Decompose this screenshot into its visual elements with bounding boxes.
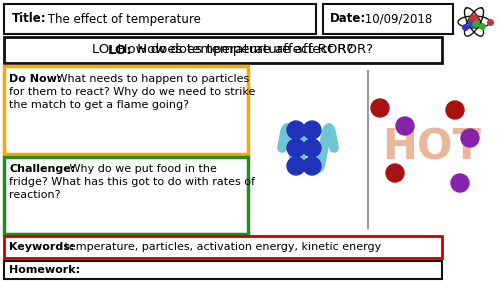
Circle shape [386,164,404,182]
Bar [4,157,248,234]
Text: fridge? What has this got to do with rates of: fridge? What has this got to do with rat… [9,177,255,187]
Text: What needs to happen to particles: What needs to happen to particles [53,74,249,84]
Bar [4,261,442,279]
Text: Date:: Date: [330,12,366,26]
Bar [323,4,453,34]
Text: Challenge:: Challenge: [9,164,75,174]
Circle shape [451,174,469,192]
Circle shape [469,21,475,27]
Text: the match to get a flame going?: the match to get a flame going? [9,100,189,110]
Circle shape [371,99,389,117]
Bar [4,236,442,258]
Circle shape [303,139,321,157]
Text: Keywords:: Keywords: [9,242,74,252]
Text: LO:: LO: [108,44,132,56]
Text: 10/09/2018: 10/09/2018 [361,12,432,26]
Bar [4,4,316,34]
Text: Do Now:: Do Now: [9,74,62,84]
Circle shape [461,129,479,147]
Circle shape [396,117,414,135]
Text: temperature, particles, activation energy, kinetic energy: temperature, particles, activation energ… [61,242,382,252]
Text: Why do we put food in the: Why do we put food in the [66,164,217,174]
Circle shape [446,101,464,119]
Text: reaction?: reaction? [9,190,60,200]
Text: for them to react? Why do we need to strike: for them to react? Why do we need to str… [9,87,256,97]
Circle shape [469,17,479,27]
Circle shape [287,157,305,175]
Text: LO: How does temperature affect ROR?: LO: How does temperature affect ROR? [92,44,354,56]
Circle shape [287,139,305,157]
Bar [4,66,248,154]
Bar [4,37,442,63]
Circle shape [473,21,479,27]
Text: HOT: HOT [382,127,482,169]
Text: Title:: Title: [12,12,46,26]
Text: The effect of temperature: The effect of temperature [44,12,201,26]
Text: How does temperature affect ROR?: How does temperature affect ROR? [133,44,373,56]
Text: Homework:: Homework: [9,265,80,275]
Circle shape [303,121,321,139]
Circle shape [287,121,305,139]
Circle shape [303,157,321,175]
Circle shape [470,15,478,23]
